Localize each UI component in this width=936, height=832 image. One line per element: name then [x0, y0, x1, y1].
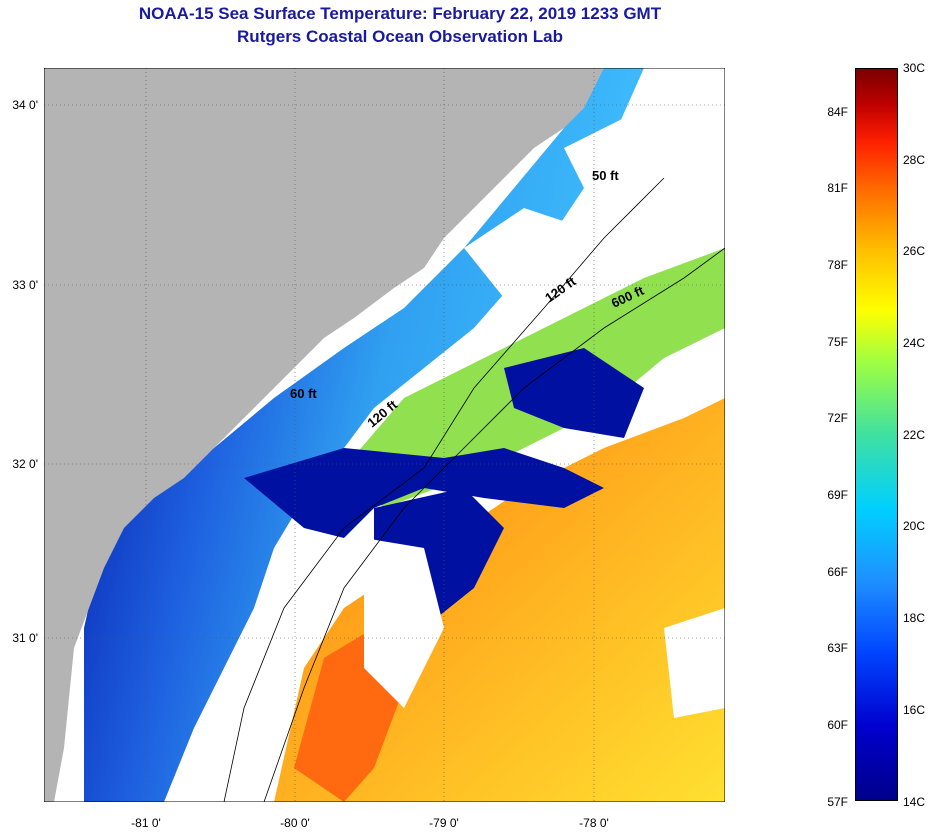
lon-label-78: -78 0' [579, 816, 609, 830]
cloud-5 [664, 608, 725, 718]
colorbar-c-16: 16C [903, 703, 926, 717]
lat-label-31: 31 0' [12, 631, 38, 645]
isobath-label-60: 60 ft [290, 386, 317, 401]
colorbar-c-24: 24C [903, 336, 926, 350]
cloud-2 [564, 108, 704, 218]
cloud-3 [364, 538, 444, 708]
lon-label-79: -79 0' [429, 816, 459, 830]
colorbar-c-26: 26C [903, 244, 926, 258]
colorbar-c-22: 22C [903, 428, 926, 442]
colorbar-c-18: 18C [903, 611, 926, 625]
colorbar-f-84: 84F [827, 105, 848, 119]
cold-patch-2 [504, 348, 644, 438]
colorbar-f-72: 72F [827, 411, 848, 425]
lon-label-80: -80 0' [280, 816, 310, 830]
temperature-colorbar [855, 68, 898, 801]
land [44, 68, 604, 802]
graticule [44, 68, 725, 802]
colorbar-f-60: 60F [827, 718, 848, 732]
sst-map: 50 ft 60 ft 120 ft 120 ft 600 ft [44, 68, 725, 802]
colorbar-c-30: 30C [903, 61, 926, 75]
colorbar-f-81: 81F [827, 181, 848, 195]
lat-label-34: 34 0' [12, 98, 38, 112]
lon-label-81: -81 0' [131, 816, 161, 830]
isobaths [223, 177, 725, 802]
colorbar-f-57: 57F [827, 795, 848, 809]
colorbar-c-14: 14C [903, 795, 926, 809]
map-title: NOAA-15 Sea Surface Temperature: Februar… [138, 4, 662, 23]
cloud-4 [204, 668, 284, 802]
cloud-1 [464, 208, 584, 298]
lat-label-33: 33 0' [12, 278, 38, 292]
map-subtitle: Rutgers Coastal Ocean Observation Lab [237, 27, 563, 46]
colorbar-c-20: 20C [903, 519, 926, 533]
colorbar-f-78: 78F [827, 258, 848, 272]
colorbar-c-28: 28C [903, 153, 926, 167]
colorbar-f-63: 63F [827, 641, 848, 655]
cold-tongue [244, 448, 604, 538]
colorbar-f-69: 69F [827, 488, 848, 502]
lat-label-32: 32 0' [12, 457, 38, 471]
isobath-label-50: 50 ft [592, 168, 619, 183]
colorbar-f-75: 75F [827, 335, 848, 349]
colorbar-f-66: 66F [827, 565, 848, 579]
